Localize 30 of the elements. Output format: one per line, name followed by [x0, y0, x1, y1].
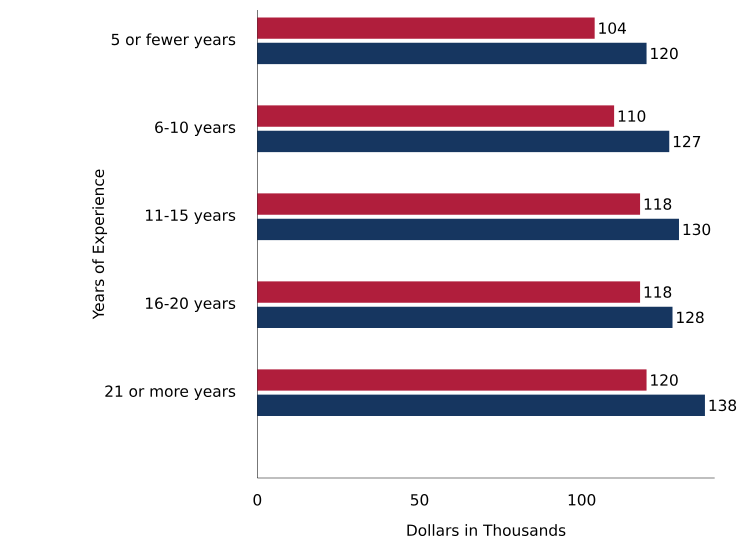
- x-tick-label: 50: [410, 494, 428, 506]
- data-label: 120: [651, 374, 678, 386]
- data-label: 110: [618, 110, 646, 122]
- bar: [257, 105, 614, 127]
- bar: [257, 369, 647, 391]
- y-tick-label: 11-15 years: [146, 210, 236, 224]
- data-label: 104: [599, 22, 626, 34]
- data-label: 138: [710, 400, 736, 412]
- data-label: 127: [674, 136, 700, 148]
- y-axis-title: Years of Experience: [92, 170, 108, 320]
- x-axis-title: Dollars in Thousands: [407, 524, 566, 536]
- data-label: 120: [651, 48, 678, 60]
- bar: [257, 281, 640, 303]
- y-tick-label: 16-20 years: [146, 297, 236, 312]
- bar: [257, 306, 673, 328]
- data-label: 128: [677, 312, 704, 324]
- x-tick-label: 0: [253, 494, 262, 506]
- y-tick-label: 6-10 years: [155, 121, 236, 136]
- bar: [257, 130, 670, 152]
- data-label: 118: [644, 198, 672, 210]
- bar: [257, 193, 640, 215]
- y-tick-label: 21 or more years: [105, 385, 236, 400]
- bar: [257, 17, 595, 39]
- x-tick-label: 100: [568, 494, 596, 506]
- bar: [257, 218, 679, 240]
- bar: [257, 394, 705, 416]
- data-label: 130: [684, 224, 710, 236]
- bar: [257, 42, 647, 64]
- data-label: 118: [644, 286, 672, 298]
- y-tick-label: 5 or fewer years: [112, 33, 236, 48]
